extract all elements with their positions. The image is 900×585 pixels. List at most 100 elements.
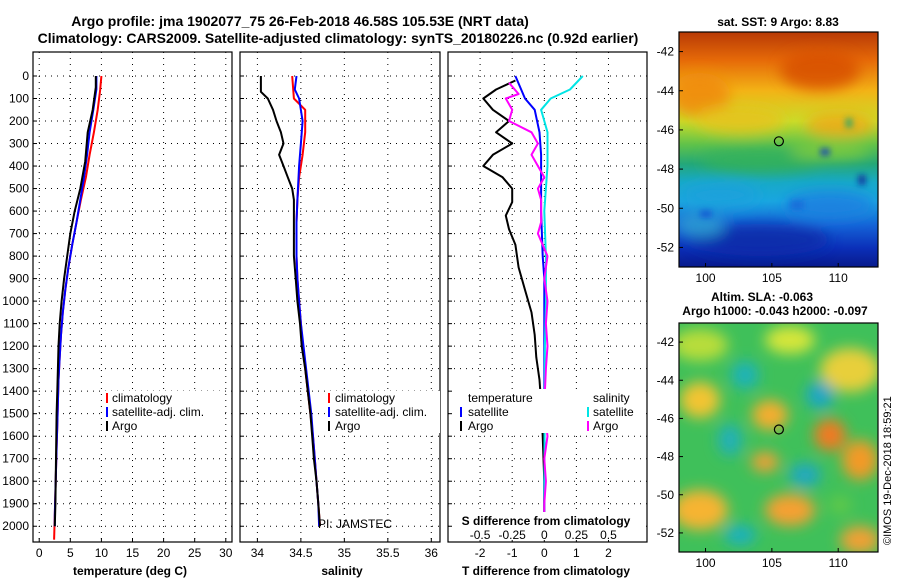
sal-legend-satellite-swatch	[328, 407, 330, 417]
x-tick-label: 15	[126, 546, 140, 560]
series-line-argo	[53, 76, 97, 527]
map-y-tick-label: -52	[657, 240, 675, 254]
temperature-legend: climatology satellite-adj. clim. Argo	[105, 391, 221, 433]
sal-legend-satellite-label: satellite-adj. clim.	[335, 405, 427, 419]
temperature-axis-label: temperature (deg C)	[73, 564, 187, 578]
legend-temperature-title: temperature	[468, 391, 533, 405]
salinity-legend: climatology satellite-adj. clim. Argo	[326, 391, 440, 433]
map-y-tick-label: -50	[657, 201, 675, 215]
x-tick-label: 35.5	[376, 546, 400, 560]
depth-tick-label: 1700	[2, 452, 29, 466]
sal-legend-argo-swatch	[328, 421, 330, 431]
legend-salinity-title: salinity	[593, 391, 630, 405]
map-y-tick-label: -46	[657, 411, 675, 425]
sla-map-frame	[678, 322, 879, 553]
difference-panel-frame	[447, 51, 648, 543]
salinity-axis-label: salinity	[321, 564, 363, 578]
series-line-t-satellite	[514, 75, 546, 527]
map-y-tick-label: -42	[657, 335, 675, 349]
legend-argo-swatch	[106, 421, 108, 431]
map-x-tick-label: 100	[696, 556, 716, 570]
difference-legend: temperature satellite Argo salinity sate…	[452, 389, 644, 433]
depth-tick-label: 1200	[2, 339, 29, 353]
depth-tick-label: 2000	[2, 519, 29, 533]
map-x-tick-label: 110	[829, 556, 848, 570]
s-difference-tick-labels: -0.5 -0.25 0 0.25 0.5	[470, 528, 617, 542]
pi-annotation: PI: JAMSTEC	[318, 517, 392, 531]
x-tick-label: 10	[95, 546, 109, 560]
x-tick-label: 0	[541, 546, 548, 560]
depth-tick-label: 700	[9, 227, 29, 241]
legend-climatology-label: climatology	[112, 391, 172, 405]
depth-tick-label: 1000	[2, 294, 29, 308]
sst-map-title: sat. SST: 9 Argo: 8.83	[717, 15, 839, 29]
series-line-argo	[259, 76, 321, 527]
depth-tick-label: 800	[9, 249, 29, 263]
depth-tick-label: 300	[9, 137, 29, 151]
copyright-timestamp: ©IMOS 19-Dec-2018 18:59:21	[882, 396, 894, 545]
map-x-tick-label: 105	[762, 271, 782, 285]
sal-legend-climatology-label: climatology	[335, 391, 395, 405]
map-y-tick-label: -42	[657, 45, 675, 59]
diff-legend-t-argo-swatch	[460, 421, 462, 431]
sal-legend-argo-label: Argo	[335, 419, 361, 433]
depth-tick-label: 900	[9, 272, 29, 286]
sla-map-title-line1: Altim. SLA: -0.063	[711, 290, 813, 304]
s-diff-tick-label: 0.25	[565, 528, 589, 542]
x-tick-label: 36	[425, 546, 439, 560]
depth-tick-label: 1900	[2, 497, 29, 511]
x-tick-label: 25	[188, 546, 202, 560]
depth-tick-label: 1500	[2, 407, 29, 421]
s-diff-tick-label: -0.25	[499, 528, 527, 542]
x-tick-label: 20	[157, 546, 171, 560]
s-diff-label-background	[452, 512, 644, 540]
sst-map-image	[679, 32, 878, 267]
depth-tick-label: 1100	[3, 317, 29, 331]
depth-tick-label: 600	[9, 204, 29, 218]
s-diff-tick-label: 0.5	[600, 528, 617, 542]
x-axes: 0 5 10 15 20 25 30 34 34.5 35 35.5 36 -2 -1 0 1 2	[36, 546, 612, 560]
salinity-panel-frame	[239, 51, 441, 543]
s-difference-axis-label: S difference from climatology	[462, 514, 631, 528]
profile-lines	[53, 75, 584, 540]
diff-legend-s-satellite-label: satellite	[593, 405, 634, 419]
map-y-tick-label: -48	[657, 162, 675, 176]
legend-satellite-swatch	[106, 407, 108, 417]
diff-legend-t-satellite-swatch	[460, 407, 462, 417]
figure-title-line1: Argo profile: jma 1902077_75 26-Feb-2018…	[71, 13, 529, 29]
s-diff-tick-label: -0.5	[470, 528, 491, 542]
x-tick-label: 34	[251, 546, 265, 560]
map-y-tick-label: -50	[657, 488, 675, 502]
x-tick-label: -2	[475, 546, 486, 560]
s-diff-tick-label: 0	[541, 528, 548, 542]
x-tick-label: 34.5	[289, 546, 313, 560]
map-x-tick-label: 100	[696, 271, 716, 285]
depth-tick-label: 400	[9, 159, 29, 173]
depth-tick-label: 1800	[2, 474, 29, 488]
x-tick-label: 35	[338, 546, 352, 560]
map-y-tick-label: -44	[657, 84, 675, 98]
depth-tick-label: 0	[22, 69, 29, 83]
x-tick-label: 30	[219, 546, 233, 560]
map-y-tick-label: -48	[657, 450, 675, 464]
legend-climatology-swatch	[106, 393, 108, 403]
depth-tick-label: 1600	[2, 429, 29, 443]
sla-map-title-line2: Argo h1000: -0.043 h2000: -0.097	[682, 304, 868, 318]
depth-tick-label: 500	[9, 182, 29, 196]
t-difference-axis-label: T difference from climatology	[462, 564, 630, 578]
figure-title-line2: Climatology: CARS2009. Satellite-adjuste…	[38, 30, 639, 46]
legend-satellite-label: satellite-adj. clim.	[112, 405, 204, 419]
x-tick-label: 0	[36, 546, 43, 560]
map-y-tick-label: -46	[657, 123, 675, 137]
sla-map-image	[679, 323, 878, 552]
sst-map-axes: 100 105 110 -42 -44 -46 -48 -50 -52	[657, 45, 848, 285]
sla-profile-location-marker	[773, 424, 785, 435]
map-x-tick-label: 105	[762, 556, 782, 570]
map-y-tick-label: -44	[657, 373, 675, 387]
depth-axis: 0 100 200 300 400 500 600 700 800 900 1000 1100 1200…	[2, 69, 29, 533]
diff-legend-t-satellite-label: satellite	[468, 405, 509, 419]
sst-map-frame	[678, 31, 879, 268]
legend-argo-label: Argo	[112, 419, 138, 433]
